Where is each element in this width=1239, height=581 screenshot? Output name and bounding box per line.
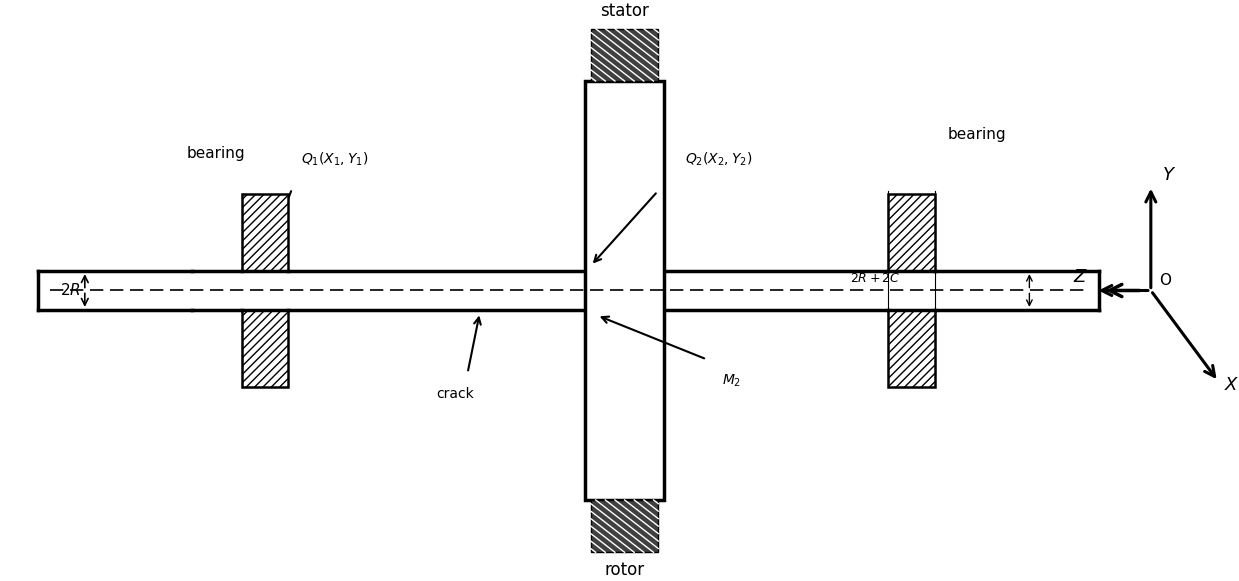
Bar — [888, 194, 935, 271]
Bar — [242, 310, 289, 387]
Bar — [38, 273, 1099, 308]
Text: $2R$: $2R$ — [61, 282, 81, 299]
Text: Z: Z — [1073, 268, 1085, 286]
Text: crack: crack — [436, 387, 475, 401]
Text: $M_2$: $M_2$ — [721, 372, 741, 389]
Bar — [888, 310, 935, 387]
Bar — [591, 500, 658, 553]
Text: bearing: bearing — [187, 146, 245, 161]
Text: $Q_2(X_2,Y_2)$: $Q_2(X_2,Y_2)$ — [685, 150, 753, 168]
Bar — [591, 28, 658, 81]
Text: $2R+2C$: $2R+2C$ — [850, 272, 900, 285]
Bar — [585, 81, 664, 500]
Text: Y: Y — [1163, 166, 1175, 184]
Text: $Q_1(X_1,Y_1)$: $Q_1(X_1,Y_1)$ — [301, 150, 369, 168]
Text: O: O — [1160, 272, 1171, 288]
Text: $L$: $L$ — [907, 346, 917, 362]
Text: stator: stator — [600, 2, 649, 20]
Bar — [242, 194, 289, 271]
Text: X: X — [1224, 376, 1237, 394]
Text: bearing: bearing — [948, 127, 1006, 142]
Text: rotor: rotor — [605, 561, 644, 579]
